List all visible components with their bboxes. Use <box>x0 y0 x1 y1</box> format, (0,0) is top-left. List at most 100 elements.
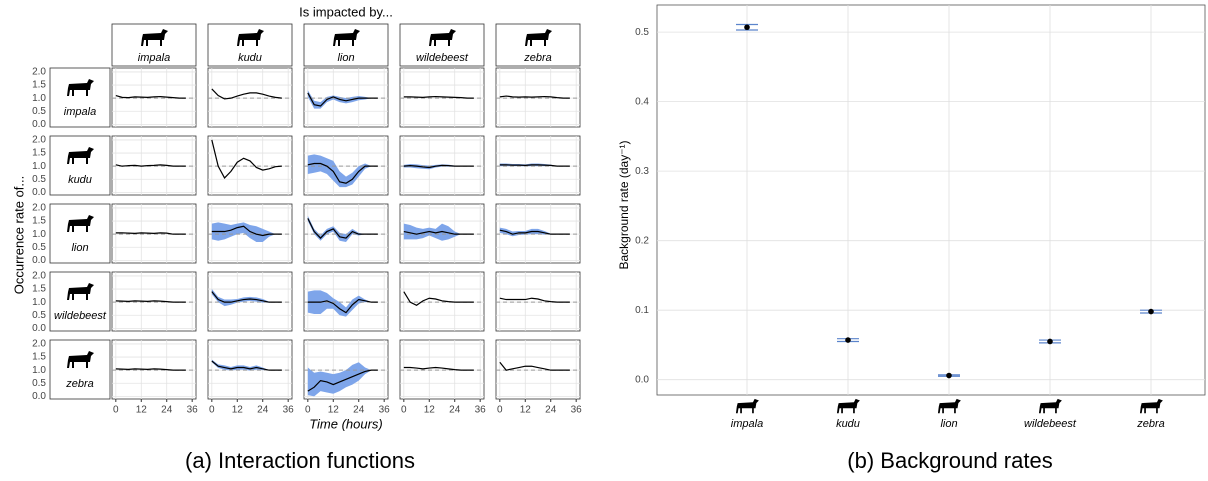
x-tick-label: 24 <box>449 405 461 416</box>
y-tick-label: 0.5 <box>32 106 46 117</box>
point <box>946 372 952 379</box>
y-tick-label: 1.5 <box>32 148 46 159</box>
curve <box>307 369 378 392</box>
strip-box <box>303 23 389 67</box>
column-label: lion <box>337 52 354 64</box>
y-tick-label: 0.0 <box>32 323 46 334</box>
y-tick-label: 0.0 <box>32 119 46 130</box>
strip-box <box>111 23 197 67</box>
row-label: zebra <box>65 378 94 390</box>
x-tick-label: 0 <box>113 405 119 416</box>
x-tick-label: 36 <box>187 405 199 416</box>
strip-box <box>399 23 485 67</box>
curve <box>307 162 378 184</box>
panel <box>399 271 485 332</box>
curve <box>115 300 186 303</box>
y-tick-label: 0.5 <box>32 378 46 389</box>
x-tick-label: 36 <box>571 405 583 416</box>
column-label: wildebeest <box>416 52 469 64</box>
y-tick-label: 2.0 <box>32 203 46 214</box>
y-tick-label: 2.0 <box>32 339 46 350</box>
confidence-band <box>211 222 282 243</box>
curve <box>499 297 570 303</box>
point <box>845 337 851 343</box>
animal-icon <box>1139 398 1163 414</box>
point <box>1148 308 1154 315</box>
y-tick-label: 0.5 <box>32 310 46 321</box>
confidence-band <box>307 154 378 188</box>
y-tick-label: 0.0 <box>32 391 46 402</box>
curve <box>211 291 282 303</box>
y-tick-label: 1.5 <box>32 284 46 295</box>
curve <box>403 95 474 99</box>
y-tick-label: 0.5 <box>32 242 46 253</box>
x-tick-label: 24 <box>161 405 173 416</box>
y-tick-label: 2.0 <box>32 271 46 282</box>
animal-icon <box>937 398 961 414</box>
x-tick-label: lion <box>940 418 957 430</box>
animal-icon <box>1038 398 1062 414</box>
curve <box>211 360 282 371</box>
x-tick-label: 12 <box>232 405 244 416</box>
x-tick-label: 36 <box>283 405 295 416</box>
panel <box>399 339 485 400</box>
x-tick-label: 12 <box>520 405 532 416</box>
point <box>1047 338 1053 345</box>
x-tick-label: 0 <box>209 405 215 416</box>
animal-icon <box>735 398 759 414</box>
x-tick-label: kudu <box>836 418 860 430</box>
panel <box>495 271 581 332</box>
y-tick-label: 0.3 <box>635 166 649 177</box>
x-tick-label: 12 <box>136 405 148 416</box>
x-tick-label: 24 <box>353 405 365 416</box>
row-label: impala <box>64 106 96 118</box>
x-tick-label: 36 <box>475 405 487 416</box>
column-label: zebra <box>523 52 552 64</box>
y-tick-label: 2.0 <box>32 135 46 146</box>
strip-box <box>49 135 111 196</box>
y-tick-label: 1.5 <box>32 352 46 363</box>
strip-box <box>207 23 293 67</box>
column-label: kudu <box>238 52 262 64</box>
x-tick-label: 0 <box>401 405 407 416</box>
curve <box>115 94 186 99</box>
strip-box <box>49 203 111 264</box>
curve <box>115 232 186 235</box>
x-tick-label: 24 <box>257 405 269 416</box>
y-tick-label: 1.0 <box>32 229 46 240</box>
x-tick-label: wildebeest <box>1024 418 1077 430</box>
y-tick-label: 0.2 <box>635 235 649 246</box>
column-label: impala <box>138 52 170 64</box>
y-tick-label: 0.0 <box>32 187 46 198</box>
plot-area <box>656 4 1206 396</box>
y-tick-label: 1.0 <box>32 161 46 172</box>
y-tick-label: 1.0 <box>32 93 46 104</box>
y-tick-label: 0.5 <box>32 174 46 185</box>
confidence-band <box>403 164 474 170</box>
x-tick-label: 12 <box>424 405 436 416</box>
confidence-band <box>307 362 378 397</box>
x-tick-label: zebra <box>1136 418 1165 430</box>
curve <box>403 291 474 306</box>
y-tick-label: 1.5 <box>32 80 46 91</box>
curve <box>499 95 570 99</box>
strip-box <box>495 23 581 67</box>
y-tick-label: 0.0 <box>635 374 649 385</box>
curve <box>211 139 282 179</box>
animal-icon <box>836 398 860 414</box>
y-tick-label: 0.4 <box>635 96 649 107</box>
y-tick-label: 0.1 <box>635 305 649 316</box>
confidence-band <box>307 290 378 317</box>
y-axis-label: Occurrence rate of... <box>11 176 26 295</box>
strip-box <box>49 339 111 400</box>
curve <box>115 164 186 167</box>
confidence-band <box>307 215 378 243</box>
x-tick-label: impala <box>731 418 763 430</box>
curve <box>307 298 378 314</box>
x-tick-label: 12 <box>328 405 340 416</box>
curve <box>499 361 570 371</box>
strip-box <box>49 67 111 128</box>
point <box>744 24 750 31</box>
facet-title: Is impacted by... <box>299 4 393 19</box>
curve <box>307 92 378 107</box>
